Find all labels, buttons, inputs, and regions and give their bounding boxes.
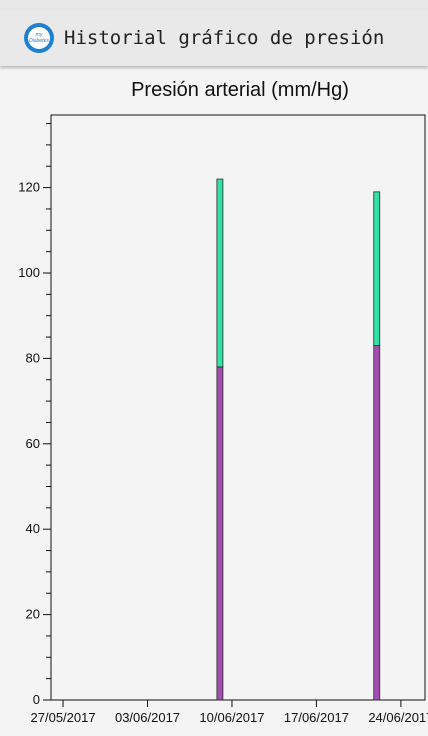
bar-systolic <box>373 191 381 346</box>
page-title: Historial gráfico de presión <box>64 27 385 49</box>
chart-axes: 0 20 40 60 80 100 120 27/05/2017 03/06/2017 10/06… <box>18 114 428 725</box>
x-tick-label: 17/06/2017 <box>284 710 349 725</box>
chart-bars <box>216 178 381 701</box>
x-tick-label: 10/06/2017 <box>199 710 264 725</box>
y-tick-label: 60 <box>26 436 40 451</box>
x-tick-label: 27/05/2017 <box>31 710 96 725</box>
y-tick-label: 120 <box>18 180 40 195</box>
y-tick-label: 100 <box>18 265 40 280</box>
bar-systolic <box>216 178 224 368</box>
status-bar <box>0 0 428 10</box>
chart-area: Presión arterial (mm/Hg) 0 20 40 60 80 100 120… <box>0 66 428 731</box>
plot-frame <box>50 114 426 701</box>
y-tick-label: 80 <box>26 350 40 365</box>
x-tick-label: 03/06/2017 <box>115 710 180 725</box>
app-logo-icon: my Diabetes <box>24 23 54 53</box>
y-tick-label: 0 <box>33 692 40 707</box>
app-bar: my Diabetes Historial gráfico de presión <box>0 10 428 66</box>
x-tick-label: 24/06/2017 <box>368 710 428 725</box>
blood-pressure-chart: Presión arterial (mm/Hg) 0 20 40 60 80 100 120… <box>18 79 428 725</box>
bar-diastolic <box>216 366 224 701</box>
y-tick-label: 40 <box>26 521 40 536</box>
app-logo-mark: my Diabetes <box>28 27 50 49</box>
y-tick-label: 20 <box>26 607 40 622</box>
bar-diastolic <box>373 345 381 701</box>
chart-title: Presión arterial (mm/Hg) <box>131 79 349 101</box>
